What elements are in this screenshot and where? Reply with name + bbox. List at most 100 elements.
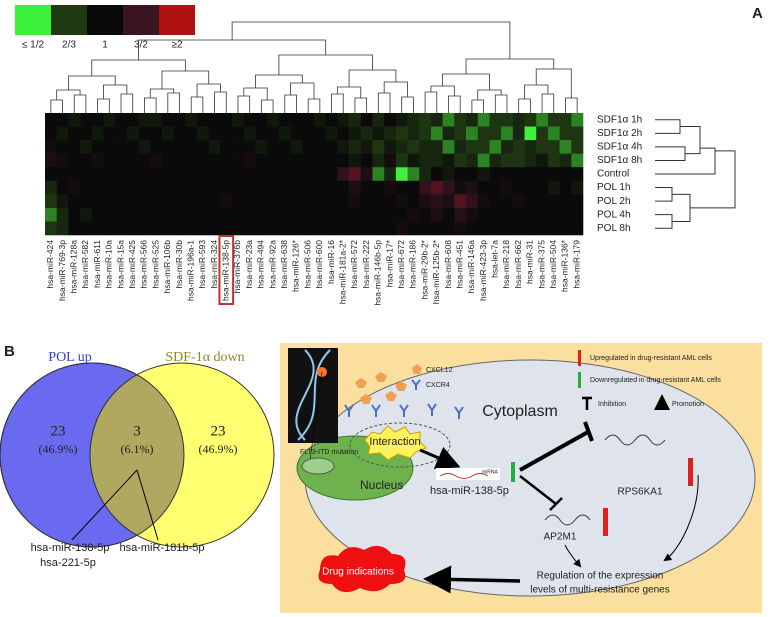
heatmap-cell <box>45 140 57 154</box>
heatmap-cell <box>547 126 560 141</box>
up-bar <box>688 458 693 486</box>
heatmap-cell <box>255 221 268 236</box>
heatmap-cell <box>103 167 116 182</box>
heatmap-cell <box>395 140 408 154</box>
heatmap-cell <box>571 153 584 168</box>
heatmap-cell <box>419 113 432 127</box>
venn-percent: (6.1%) <box>121 442 154 456</box>
heatmap-cell <box>278 194 291 209</box>
heatmap-cell <box>384 194 397 209</box>
heatmap-cell <box>571 140 584 154</box>
arrow <box>419 446 461 469</box>
column-label: hsa-miR-324 <box>209 240 219 289</box>
label: Drug indications <box>322 567 394 578</box>
dendrogram-branch <box>290 82 315 99</box>
heatmap-cell <box>314 153 326 168</box>
inhibition <box>519 475 563 511</box>
column-label: hsa-miR-506 <box>302 240 312 289</box>
heatmap-cell <box>512 113 525 127</box>
heatmap-cell <box>255 207 268 222</box>
heatmap-cell <box>372 140 385 154</box>
heatmap-cell <box>278 180 291 195</box>
heatmap-cell <box>243 180 256 195</box>
heatmap-cell <box>314 221 326 236</box>
heatmap-cell <box>501 113 514 127</box>
heatmap-cell <box>372 126 385 141</box>
heatmap-cell <box>360 126 373 141</box>
heatmap-cell <box>150 140 163 154</box>
heatmap-cell <box>302 221 315 236</box>
heatmap-cell <box>559 194 572 209</box>
heatmap-cell <box>442 167 455 182</box>
heatmap-cell <box>489 126 502 141</box>
heatmap-cell <box>185 207 198 222</box>
heatmap-cell <box>197 221 210 236</box>
venn-count: 23 <box>51 423 66 439</box>
dendrogram-branch <box>348 69 397 87</box>
heatmap-cell <box>314 167 326 182</box>
heatmap-cell <box>267 194 280 209</box>
heatmap-cell <box>80 153 93 168</box>
heatmap-cell <box>115 113 128 127</box>
heatmap-cell <box>395 221 408 236</box>
heatmap-cell <box>547 153 560 168</box>
legend-down-bar <box>578 372 581 388</box>
heatmap-cell <box>150 180 163 195</box>
column-label: hsa-miR-566 <box>139 240 149 289</box>
legend-label: ≥2 <box>171 40 182 51</box>
heatmap-cell <box>430 207 443 222</box>
heatmap-cell <box>524 153 537 168</box>
ligands <box>355 372 407 404</box>
heatmap-cell <box>325 140 338 154</box>
heatmap-cell <box>384 126 397 141</box>
legend-swatch <box>123 5 159 35</box>
heatmap-cell <box>173 207 186 222</box>
heatmap-cell <box>267 221 280 236</box>
label: Interaction <box>369 436 420 448</box>
heatmap-cell <box>173 126 186 141</box>
heatmap-cell <box>442 126 455 141</box>
member: hsa-miR-138-5p <box>31 542 110 554</box>
heatmap-cell <box>349 167 362 182</box>
dendrogram-branch <box>655 147 716 175</box>
heatmap-cell <box>395 126 408 141</box>
heatmap-cell <box>547 140 560 154</box>
dendrogram-branch <box>494 94 508 113</box>
heatmap-cell <box>220 140 233 154</box>
dendrogram-branch <box>260 99 274 113</box>
column-label: hsa-miR-179 <box>571 240 581 289</box>
heatmap-cell <box>80 140 93 154</box>
heatmap-cell <box>360 180 373 195</box>
heatmap-cell <box>571 167 584 182</box>
dendrogram-branch <box>50 99 63 113</box>
heatmap-cell <box>571 194 584 209</box>
heatmap-cell <box>501 207 514 222</box>
heatmap-cell <box>208 221 221 236</box>
legend-label: 1 <box>102 40 108 51</box>
heatmap-cell <box>430 180 443 195</box>
heatmap-cell <box>208 167 221 182</box>
heatmap-cell <box>91 167 104 182</box>
row-label: POL 4h <box>597 209 631 220</box>
heatmap-cell <box>489 113 502 127</box>
panel-letter: A <box>752 5 763 22</box>
heatmap-cell <box>442 207 455 222</box>
heatmap-cell <box>524 113 537 127</box>
dendrogram-branch <box>161 70 210 89</box>
column-label: hsa-miR-504 <box>548 240 558 289</box>
heatmap-cell <box>267 126 280 141</box>
dendrogram-branch <box>430 85 455 96</box>
heatmap-cell <box>103 113 116 127</box>
heatmap-cell <box>161 180 174 195</box>
heatmap-cell <box>395 113 408 127</box>
dendrogram-branch <box>377 92 391 113</box>
heatmap-cell <box>442 113 455 127</box>
gene-icon <box>544 514 591 526</box>
heatmap-cell <box>80 207 93 222</box>
heatmap-cell <box>161 126 174 141</box>
heatmap-cell <box>512 140 525 154</box>
heatmap-cell <box>384 180 397 195</box>
heatmap-cell <box>372 167 385 182</box>
heatmap-cell <box>454 167 467 182</box>
column-label: hsa-miR-106b <box>162 240 172 294</box>
